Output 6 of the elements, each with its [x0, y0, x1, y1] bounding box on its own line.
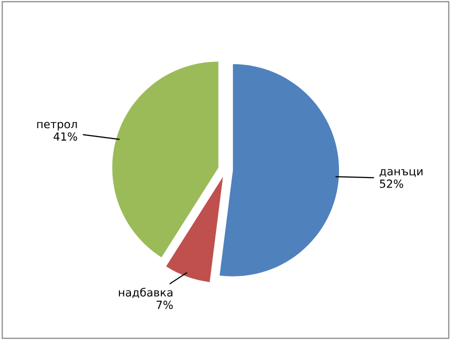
slice-label: надбавка [118, 288, 172, 298]
slice-label: данъци [380, 169, 422, 177]
data-label: 41% [54, 132, 78, 141]
data-label: 52% [380, 179, 404, 188]
slice-label: петрол [37, 122, 77, 130]
data-label: 7% [156, 300, 173, 310]
